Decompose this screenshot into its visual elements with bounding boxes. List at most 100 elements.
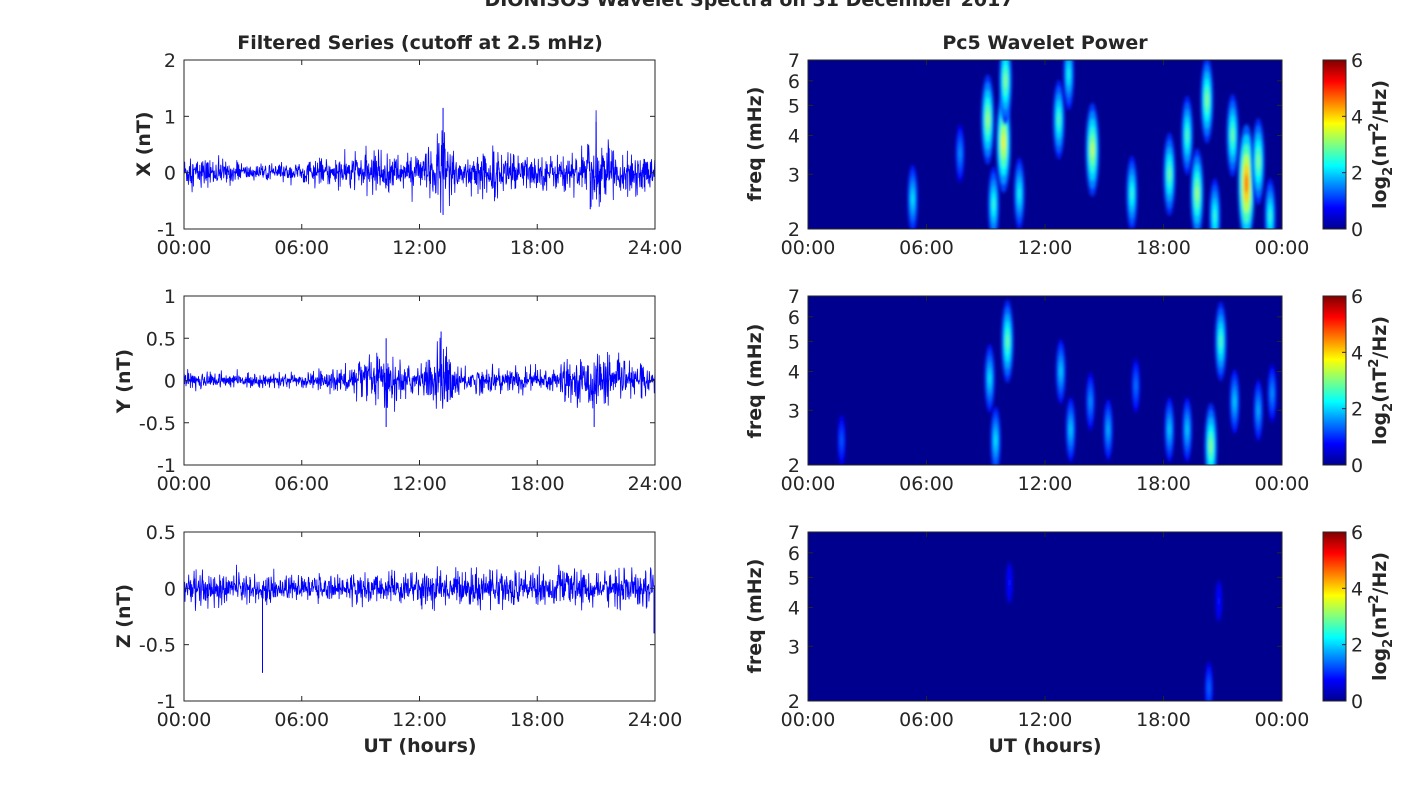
y-tick-label: 0: [164, 163, 176, 185]
power-blob: [1085, 372, 1095, 431]
power-blob: [1001, 299, 1014, 383]
power-blob: [990, 406, 1001, 465]
y-tick-label: 0.5: [146, 522, 176, 544]
z-wavelet-ylabel: freq (mHz): [744, 559, 766, 674]
figure-suptitle: DIONISOS Wavelet Spectra on 31 December …: [484, 0, 1013, 11]
series-trace: [184, 337, 655, 412]
x-tick-label: 00:00: [781, 473, 836, 495]
x-series-ylabel: X (nT): [133, 111, 155, 176]
power-blob: [1055, 339, 1066, 404]
x-tick-label: 00:00: [157, 473, 212, 495]
y-tick-label: 6: [788, 307, 800, 329]
spectrogram-background: [808, 532, 1282, 701]
power-blob: [1204, 662, 1214, 701]
y-tick-label: 2: [788, 691, 800, 713]
colorbar-tick-label: 0: [1351, 219, 1363, 241]
y-tick-label: 4: [788, 125, 800, 147]
colorbar-tick-label: 6: [1351, 286, 1363, 308]
x-tick-label: 00:00: [157, 237, 212, 259]
panel-z-wavelet: freq (mHz) UT (hours) 00:00 06:00 12:00 18:…: [744, 522, 1396, 757]
panel-x-series: Filtered Series (cutoff at 2.5 mHz) X (n…: [133, 32, 682, 259]
power-blob: [1103, 399, 1113, 461]
y-tick-label: 6: [788, 71, 800, 93]
power-blob: [1131, 358, 1141, 413]
panel-y-series: Y (nT) 00:00 06:00 12:00 18:00 24:00 -1 -0.5 0 0…: [113, 286, 682, 495]
x-tick-label: 24:00: [628, 709, 683, 731]
panel-x-wavelet: Pc5 Wavelet Power freq (mHz) 00:00 06:00 1…: [744, 32, 1396, 259]
x-tick-label: 00:00: [157, 709, 212, 731]
y-tick-label: 3: [788, 164, 800, 186]
y-tick-label: -0.5: [139, 413, 176, 435]
power-blob: [1267, 364, 1277, 423]
power-blob: [1209, 178, 1221, 229]
y-tick-label: 7: [788, 522, 800, 544]
x-tick-label: 06:00: [274, 473, 329, 495]
colorbar-tick-label: 6: [1351, 50, 1363, 72]
power-blob: [984, 344, 995, 413]
x-tick-label: 00:00: [1255, 237, 1310, 259]
y-tick-label: 0.5: [146, 328, 176, 350]
z-series-ylabel: Z (nT): [113, 584, 135, 648]
x-wavelet-ylabel: freq (mHz): [744, 87, 766, 202]
x-tick-label: 12:00: [1018, 237, 1073, 259]
colorbar-tick-label: 0: [1351, 691, 1363, 713]
power-blob: [1065, 397, 1076, 463]
colorbar-label: log2(nT2/Hz): [1367, 80, 1396, 209]
x-tick-label: 06:00: [899, 237, 954, 259]
y-tick-label: 4: [788, 361, 800, 383]
power-blob: [1052, 80, 1065, 160]
power-blob: [1013, 157, 1025, 229]
power-blob: [996, 92, 1011, 193]
y-tick-label: 3: [788, 400, 800, 422]
y-tick-label: -1: [157, 691, 176, 713]
x-tick-label: 12:00: [392, 237, 447, 259]
power-blob: [1182, 397, 1193, 463]
power-blob: [988, 166, 1000, 229]
power-blob: [1214, 301, 1227, 381]
wavelet-xlabel: UT (hours): [988, 735, 1101, 757]
panel-z-series: Z (nT) UT (hours) 00:00 06:00 12:00 18:00 24…: [113, 522, 682, 757]
x-tick-label: 00:00: [1255, 709, 1310, 731]
y-tick-label: 3: [788, 636, 800, 658]
colorbar-tick-label: 2: [1351, 163, 1363, 185]
colorbar-tick-label: 4: [1351, 578, 1363, 600]
colorbar-label: log2(nT2/Hz): [1367, 552, 1396, 681]
power-blob: [1251, 118, 1265, 205]
colorbar-tick-label: 4: [1351, 106, 1363, 128]
power-blob: [1163, 132, 1176, 216]
x-tick-label: 06:00: [274, 237, 329, 259]
y-tick-label: -1: [157, 219, 176, 241]
x-tick-label: 06:00: [274, 709, 329, 731]
power-blob: [1204, 402, 1218, 465]
y-tick-label: 5: [788, 331, 800, 353]
x-tick-label: 00:00: [781, 237, 836, 259]
x-tick-label: 18:00: [510, 237, 565, 259]
series-trace: [184, 110, 655, 213]
series-xlabel: UT (hours): [363, 735, 476, 757]
x-tick-label: 06:00: [899, 709, 954, 731]
y-tick-label: 1: [164, 286, 176, 308]
power-blob: [1226, 94, 1239, 177]
colorbar-tick-label: 6: [1351, 522, 1363, 544]
x-tick-label: 12:00: [1018, 709, 1073, 731]
power-blob: [1253, 379, 1263, 441]
power-blob: [1229, 369, 1240, 434]
y-tick-label: 2: [164, 50, 176, 72]
y-tick-label: -1: [157, 455, 176, 477]
x-tick-label: 24:00: [628, 237, 683, 259]
x-tick-label: 18:00: [1136, 237, 1191, 259]
series-trace: [184, 564, 655, 611]
power-blob: [1215, 580, 1223, 622]
x-tick-label: 06:00: [899, 473, 954, 495]
colorbar-tick-label: 4: [1351, 342, 1363, 364]
y-tick-label: 2: [788, 219, 800, 241]
y-wavelet-ylabel: freq (mHz): [744, 324, 766, 439]
colorbar-tick-label: 2: [1351, 635, 1363, 657]
power-blob: [1063, 60, 1075, 111]
power-blob: [1190, 148, 1204, 229]
power-blob: [907, 164, 918, 229]
x-tick-label: 18:00: [510, 709, 565, 731]
y-tick-label: 6: [788, 543, 800, 565]
colorbar: [1322, 59, 1347, 230]
